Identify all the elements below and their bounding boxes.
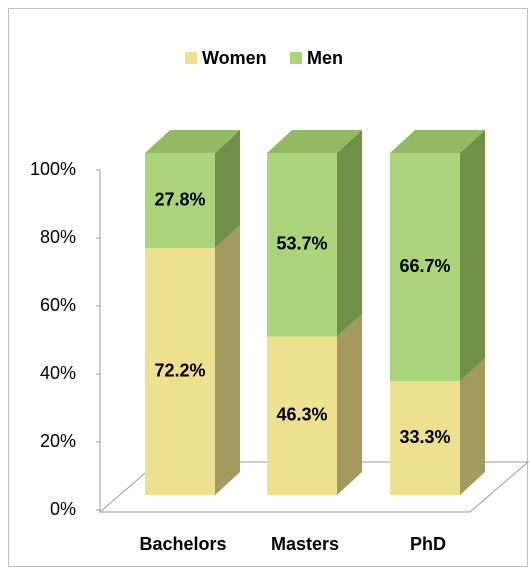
legend-swatch bbox=[185, 52, 197, 64]
bar-side bbox=[215, 225, 240, 496]
y-tick-label: 60% bbox=[40, 295, 76, 315]
y-tick-label: 40% bbox=[40, 363, 76, 383]
bar-front bbox=[267, 153, 337, 337]
bar-front bbox=[145, 248, 215, 495]
y-tick-label: 80% bbox=[40, 227, 76, 247]
bar-top bbox=[390, 130, 485, 153]
bar-side bbox=[215, 130, 240, 249]
data-label: 66.7% bbox=[399, 256, 450, 276]
data-label: 46.3% bbox=[276, 405, 327, 425]
data-label: 27.8% bbox=[154, 189, 205, 209]
data-label: 33.3% bbox=[399, 427, 450, 447]
bar-front bbox=[267, 336, 337, 495]
legend-label: Men bbox=[307, 48, 343, 68]
bar-side bbox=[337, 130, 362, 337]
data-label: 53.7% bbox=[276, 234, 327, 254]
legend-swatch bbox=[290, 52, 302, 64]
bar-side bbox=[337, 313, 362, 495]
bar-top bbox=[145, 130, 240, 153]
data-label: 72.2% bbox=[154, 360, 205, 380]
legend-label: Women bbox=[202, 48, 267, 68]
y-tick-label: 20% bbox=[40, 431, 76, 451]
bar-front bbox=[390, 381, 460, 495]
x-tick-label: Bachelors bbox=[139, 534, 226, 554]
x-tick-label: PhD bbox=[410, 534, 446, 554]
bar-side bbox=[460, 358, 485, 495]
y-tick-label: 100% bbox=[30, 159, 76, 179]
bar-top bbox=[267, 130, 362, 153]
x-tick-label: Masters bbox=[271, 534, 339, 554]
bar-side bbox=[460, 130, 485, 382]
y-tick-label: 0% bbox=[50, 499, 76, 519]
bar-front bbox=[145, 153, 215, 249]
floor bbox=[98, 461, 529, 513]
bar-front bbox=[390, 153, 460, 382]
